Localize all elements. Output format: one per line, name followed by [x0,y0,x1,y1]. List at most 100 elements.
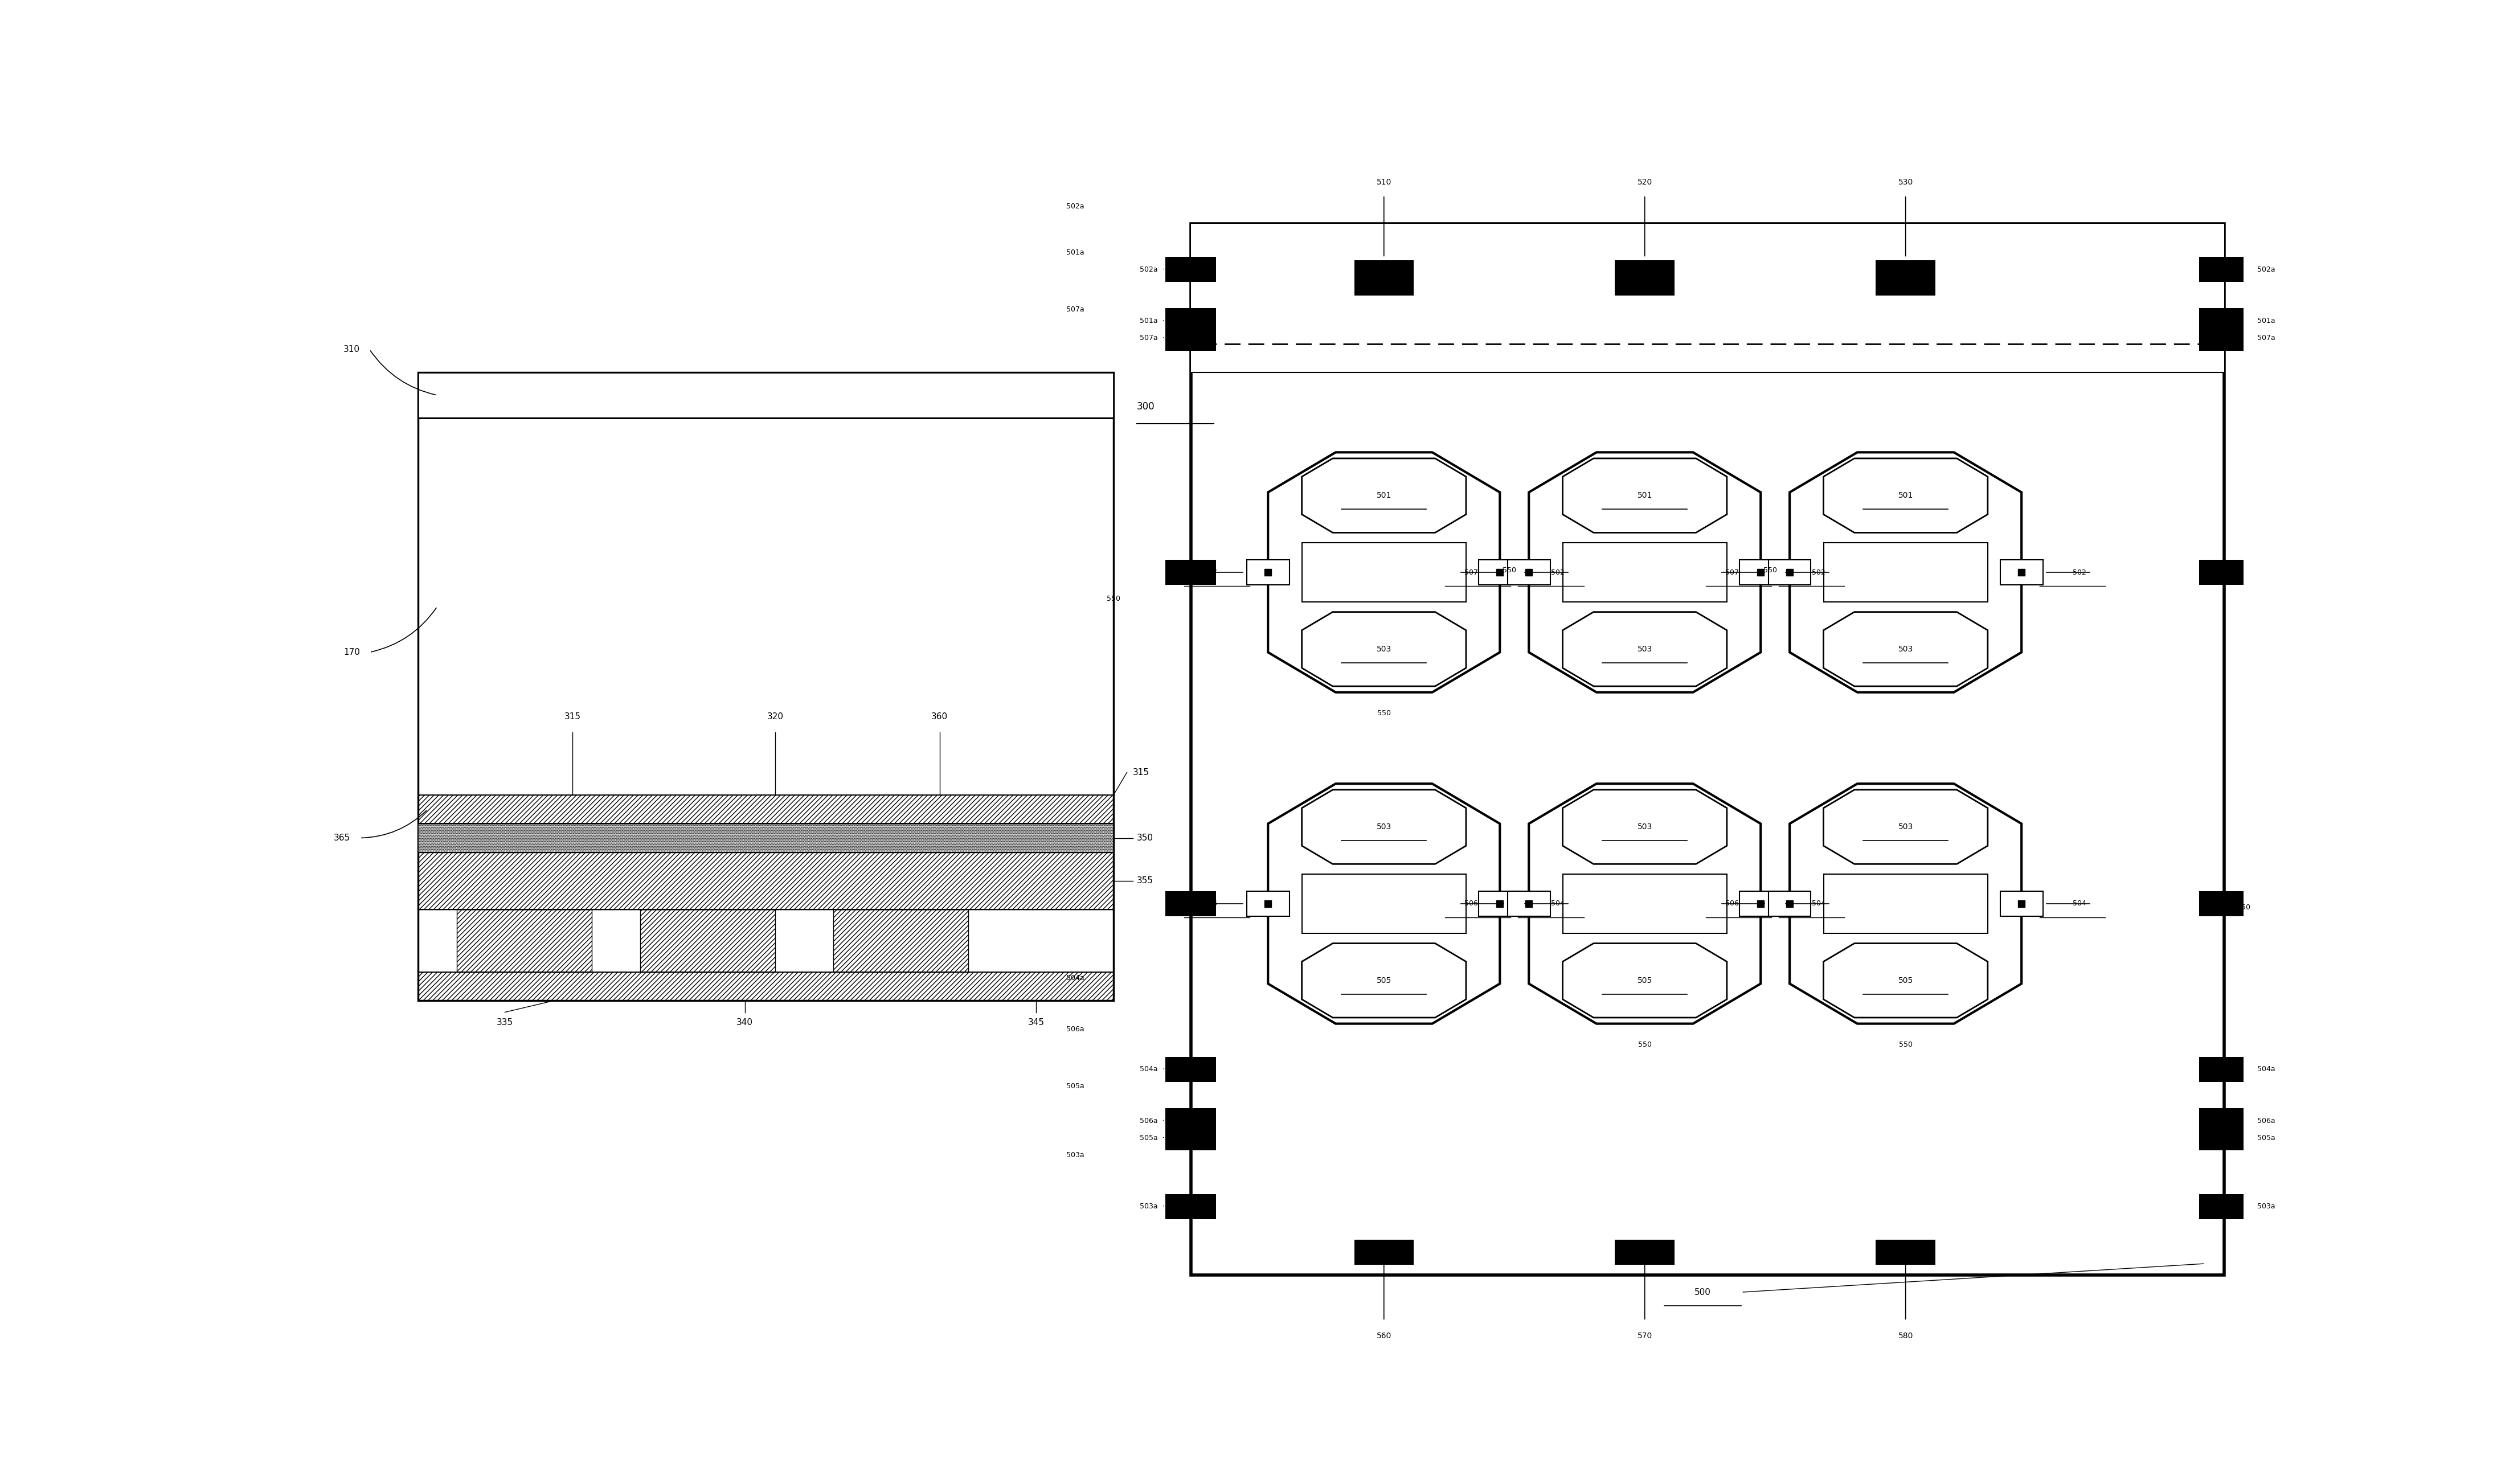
Text: 550: 550 [1376,709,1391,717]
Text: 507: 507 [1463,568,1478,576]
Text: 505a: 505a [2256,1134,2276,1141]
Text: 501: 501 [1638,491,1653,500]
Polygon shape [1301,789,1466,864]
Bar [1563,543,1728,603]
Text: 503a: 503a [1067,1152,1084,1159]
Polygon shape [1790,453,2022,692]
Bar [1246,890,1289,916]
Text: 503a: 503a [1139,1204,1157,1209]
Text: 501: 501 [1897,491,1912,500]
Bar [1192,224,2224,372]
Text: 503: 503 [1376,646,1391,653]
Text: 504: 504 [1812,899,1825,907]
Bar [1740,559,1782,585]
Text: 503: 503 [1638,646,1653,653]
Bar [2199,1109,2249,1134]
Bar [2199,257,2249,282]
Text: 550: 550 [1503,567,1516,574]
Bar [2199,559,2249,585]
Bar [1301,543,1466,603]
Bar [1615,1239,1675,1264]
Polygon shape [1822,459,1987,533]
Bar [1822,543,1987,603]
Bar [1164,1109,1217,1134]
Text: 505a: 505a [1067,1083,1084,1091]
Bar [1164,309,1217,334]
Polygon shape [1563,789,1728,864]
Text: 507a: 507a [2256,334,2276,341]
Bar [641,910,775,972]
Text: 320: 320 [768,712,783,721]
Bar [2199,309,2249,334]
Bar [1508,559,1551,585]
Text: 345: 345 [1027,1018,1045,1027]
Bar [2199,1195,2249,1218]
Text: 550: 550 [1107,595,1119,603]
Text: 580: 580 [1897,1333,1912,1340]
Text: 360: 360 [932,712,947,721]
Text: 310: 310 [344,346,359,353]
Bar [1164,1195,1217,1218]
Text: 365: 365 [334,834,349,843]
Text: 503: 503 [1897,646,1912,653]
Polygon shape [1822,611,1987,686]
Text: 503: 503 [1638,824,1653,831]
Bar [1768,559,1810,585]
Bar [833,910,970,972]
Bar [1999,890,2042,916]
Polygon shape [1822,789,1987,864]
Text: 505a: 505a [1139,1134,1157,1141]
Text: 505: 505 [1897,976,1912,984]
Polygon shape [1563,944,1728,1018]
Text: 505: 505 [1638,976,1653,984]
Bar [1164,325,1217,350]
Bar [1563,874,1728,933]
Text: 502a: 502a [2256,266,2276,273]
Bar [1615,260,1675,295]
Bar [1164,559,1217,585]
Text: 502a: 502a [1067,203,1084,211]
Bar [1164,1125,1217,1150]
Text: 506a: 506a [1139,1117,1157,1125]
Text: 504a: 504a [1067,975,1084,981]
Bar [2199,1057,2249,1082]
Bar [2199,1125,2249,1150]
Bar [419,795,1114,824]
Bar [1164,257,1217,282]
Bar [1192,224,2224,1275]
Bar [2199,890,2249,916]
Polygon shape [1790,784,2022,1024]
Polygon shape [1563,459,1728,533]
Bar [419,852,1114,910]
Bar [1768,890,1810,916]
Text: 501a: 501a [1067,249,1084,257]
Text: 503a: 503a [2256,1204,2276,1209]
Text: 507a: 507a [1067,306,1084,313]
Bar [1478,890,1521,916]
Text: 506a: 506a [2256,1117,2276,1125]
Bar [1822,874,1987,933]
Bar [1478,559,1521,585]
Text: 570: 570 [1638,1333,1653,1340]
Text: 506a: 506a [1067,1025,1084,1033]
Text: 530: 530 [1897,178,1912,186]
Text: 500: 500 [1695,1288,1710,1297]
Polygon shape [1269,784,1501,1024]
Polygon shape [1301,944,1466,1018]
Polygon shape [1822,944,1987,1018]
Text: 506: 506 [1463,899,1478,907]
Text: 315: 315 [1132,769,1149,776]
Text: 520: 520 [1638,178,1653,186]
Text: 506: 506 [1725,899,1738,907]
Text: 560: 560 [1376,1333,1391,1340]
Text: 501a: 501a [1139,318,1157,325]
Bar [1508,890,1551,916]
Text: 502a: 502a [1139,266,1157,273]
Text: 504a: 504a [1139,1066,1157,1073]
Bar [1164,890,1217,916]
Text: 550: 550 [1900,1040,1912,1048]
Bar [1301,874,1466,933]
Text: 350: 350 [1137,834,1154,843]
Text: 340: 340 [735,1018,753,1027]
Bar [1164,1057,1217,1082]
